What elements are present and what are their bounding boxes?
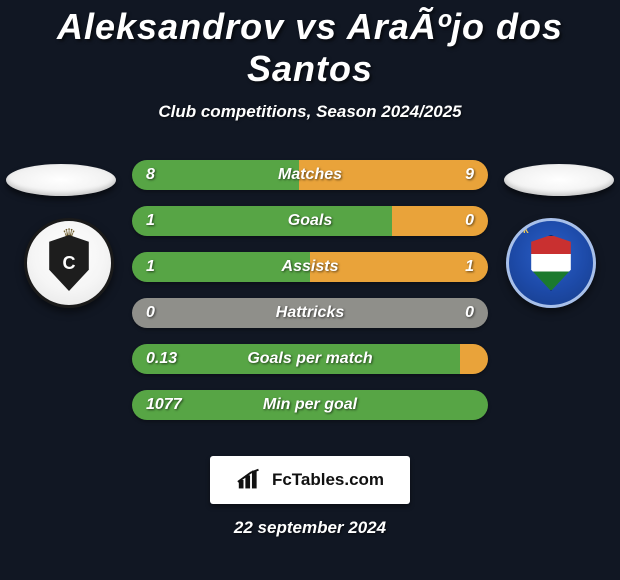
stat-bar-left-seg	[132, 160, 299, 190]
stat-value-left: 1	[146, 212, 155, 230]
stat-name: Matches	[278, 166, 342, 184]
stat-bars: 8 9 Matches 1 0 Goals 1 1 Assists 0 0 Hattricks 0.13…	[132, 160, 488, 420]
brand-text: FcTables.com	[272, 470, 384, 490]
player-left-placeholder	[6, 164, 116, 196]
stat-value-right: 0	[465, 304, 474, 322]
stat-value-right: 0	[465, 212, 474, 230]
stat-value-left: 1077	[146, 396, 182, 414]
stat-value-right: 9	[465, 166, 474, 184]
stat-name: Hattricks	[276, 304, 344, 322]
page-title: Aleksandrov vs AraÃºjo dos Santos	[0, 0, 620, 90]
brand-chart-icon	[236, 468, 266, 492]
stat-bar: 8 9 Matches	[132, 160, 488, 190]
stat-name: Goals per match	[247, 350, 372, 368]
club-badge-right: Ф К	[506, 218, 596, 308]
stat-bar: 1 1 Assists	[132, 252, 488, 282]
stat-value-left: 0.13	[146, 350, 177, 368]
player-right-placeholder	[504, 164, 614, 196]
stat-value-left: 0	[146, 304, 155, 322]
stat-bar-right-seg	[460, 344, 488, 374]
stat-bar: 1077 Min per goal	[132, 390, 488, 420]
badge-left-letter: С	[47, 235, 91, 291]
stat-value-right: 1	[465, 258, 474, 276]
stat-bar: 0.13 Goals per match	[132, 344, 488, 374]
comparison-stage: ♛ С Ф К 8 9 Matches 1 0 Goals 1 1 Assists 0 0 Hattr…	[0, 148, 620, 438]
stat-value-left: 1	[146, 258, 155, 276]
club-badge-left: ♛ С	[24, 218, 114, 308]
stat-name: Assists	[282, 258, 339, 276]
subtitle: Club competitions, Season 2024/2025	[0, 102, 620, 122]
stat-bar-left-seg	[132, 206, 392, 236]
stat-bar: 0 0 Hattricks	[132, 298, 488, 328]
stat-bar: 1 0 Goals	[132, 206, 488, 236]
stat-name: Min per goal	[263, 396, 357, 414]
brand-pill: FcTables.com	[210, 456, 410, 504]
stat-value-left: 8	[146, 166, 155, 184]
date-text: 22 september 2024	[0, 518, 620, 538]
stat-name: Goals	[288, 212, 332, 230]
